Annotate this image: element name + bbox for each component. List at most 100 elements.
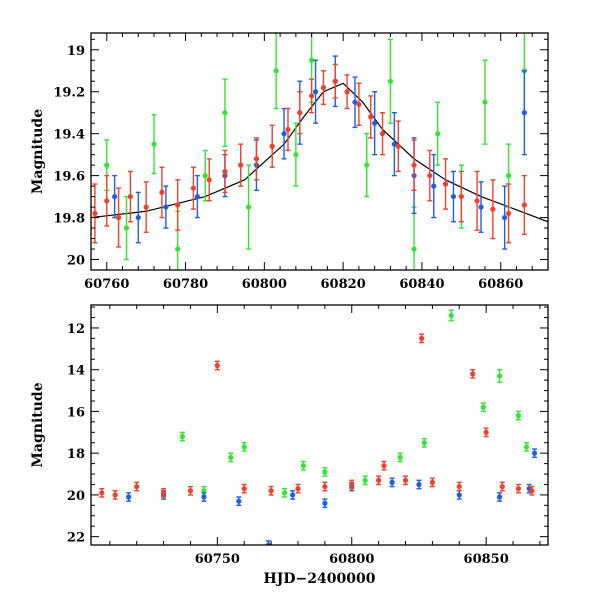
x-tick-label: 60800 — [329, 552, 374, 567]
x-tick-label: 60780 — [163, 277, 208, 292]
marker — [92, 210, 98, 216]
marker — [123, 225, 130, 231]
marker — [187, 488, 194, 494]
data-point — [521, 70, 527, 156]
data-point — [322, 498, 328, 509]
marker — [506, 173, 512, 179]
y-tick-label: 18 — [67, 447, 85, 462]
data-point — [206, 158, 212, 202]
data-point — [480, 402, 487, 413]
data-point — [478, 181, 484, 233]
data-point — [175, 179, 181, 231]
series-2 — [92, 63, 527, 248]
axes-frame — [90, 32, 549, 271]
data-point — [502, 185, 508, 250]
data-point — [456, 481, 462, 492]
marker — [480, 404, 487, 410]
data-point — [281, 107, 287, 160]
data-point — [134, 481, 140, 492]
marker — [456, 492, 462, 498]
marker — [529, 488, 535, 494]
data-point — [387, 38, 394, 124]
data-point — [349, 479, 355, 490]
marker — [442, 181, 449, 187]
marker — [372, 120, 378, 126]
marker — [376, 477, 382, 483]
data-point — [515, 483, 522, 494]
data-point — [356, 82, 362, 126]
data-point — [236, 496, 242, 507]
marker — [281, 131, 287, 137]
data-point — [241, 483, 247, 494]
marker — [482, 99, 488, 105]
data-point — [112, 174, 118, 219]
data-point — [281, 487, 288, 498]
data-point — [253, 137, 260, 181]
marker — [222, 168, 228, 175]
data-point — [190, 166, 197, 210]
marker — [104, 162, 110, 168]
marker — [175, 202, 181, 208]
data-point — [309, 78, 315, 114]
marker — [253, 156, 260, 162]
marker — [421, 440, 427, 446]
x-tick-label: 60760 — [84, 277, 129, 292]
marker — [448, 312, 454, 319]
marker — [416, 481, 422, 488]
marker — [206, 177, 212, 183]
data-point — [515, 410, 522, 421]
data-point — [115, 187, 122, 248]
marker — [268, 488, 274, 494]
data-point — [506, 183, 512, 244]
data-point — [344, 74, 350, 110]
marker — [364, 162, 370, 168]
marker — [490, 206, 496, 212]
data-point — [143, 181, 149, 233]
data-point — [269, 124, 275, 168]
data-point — [474, 170, 480, 231]
x-axis-label: HJD−2400000 — [264, 571, 376, 587]
marker — [273, 68, 279, 74]
marker — [349, 481, 355, 488]
marker — [506, 210, 512, 216]
data-point — [362, 475, 368, 486]
marker — [402, 477, 409, 483]
data-point — [322, 481, 328, 492]
marker — [309, 57, 315, 63]
y-axis-label: Magnitude — [30, 109, 46, 194]
marker — [281, 490, 288, 496]
x-tick-label: 60750 — [195, 552, 240, 567]
series-2 — [99, 333, 535, 500]
y-tick-label: 14 — [67, 364, 85, 379]
data-point — [364, 132, 370, 198]
data-point — [222, 78, 228, 147]
data-point — [435, 101, 441, 166]
data-point — [293, 122, 299, 187]
marker — [521, 110, 527, 116]
axes-frame — [90, 304, 549, 546]
marker — [179, 433, 185, 440]
data-point — [300, 460, 306, 471]
data-point — [402, 475, 409, 486]
marker — [151, 141, 157, 147]
marker — [322, 469, 328, 475]
x-tick-label: 60860 — [478, 277, 523, 292]
marker — [470, 371, 476, 377]
marker — [478, 204, 484, 210]
data-point — [163, 185, 169, 229]
marker — [295, 486, 301, 492]
marker — [297, 110, 303, 116]
marker — [322, 483, 328, 490]
marker — [322, 500, 328, 506]
marker — [241, 444, 247, 450]
marker — [194, 193, 200, 200]
data-point — [135, 191, 141, 244]
marker — [309, 93, 315, 99]
data-point — [222, 149, 228, 194]
marker — [356, 101, 362, 107]
series-1 — [112, 55, 527, 250]
marker — [431, 183, 437, 189]
marker — [523, 444, 530, 450]
marker — [387, 78, 394, 84]
marker — [112, 492, 118, 498]
